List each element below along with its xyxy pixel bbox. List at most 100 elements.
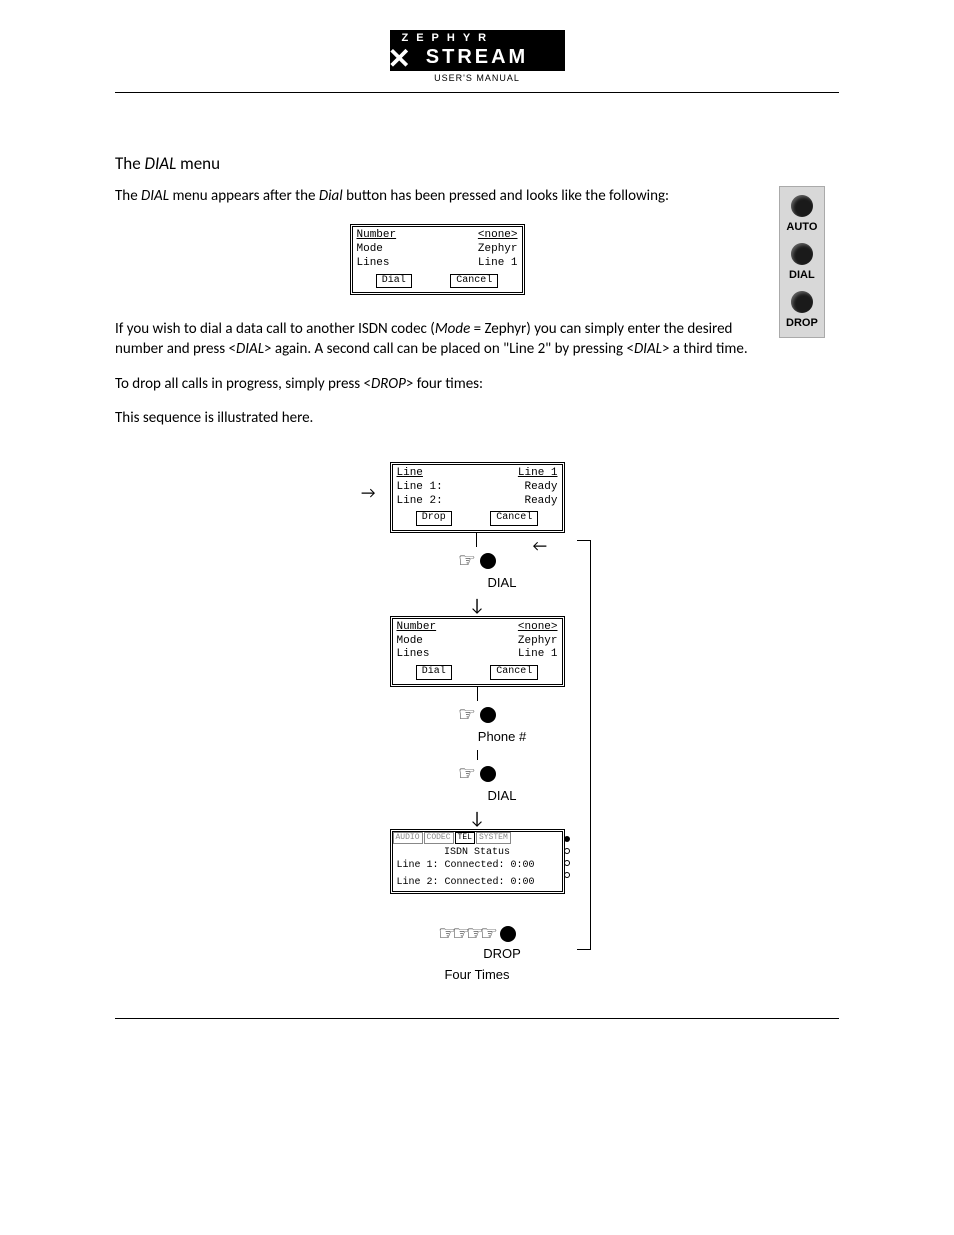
dial-button-icon [791, 243, 813, 265]
lcd-label: Line 1: [397, 860, 439, 871]
lcd-label: Number [397, 621, 437, 635]
dial-screen-figure: Number <none> Mode Zephyr Lines Line 1 Dial… [115, 224, 759, 295]
lcd-dial-screen: Number <none> Mode Zephyr Lines Line 1 Dial… [350, 224, 525, 295]
lcd-status-screen: AUDIO CODEC TEL SYSTEM ISDN Status Line … [390, 829, 565, 894]
drop-label: DROP [786, 317, 818, 329]
logo: ZEPHYR ✕ STREAM USER'S MANUAL [390, 30, 565, 83]
tab-codec[interactable]: CODEC [424, 832, 454, 844]
text-italic: Mode [435, 320, 470, 338]
indicator-dot-icon [564, 860, 570, 866]
section-heading: The DIAL menu [115, 153, 839, 174]
dial-button[interactable]: DIAL [786, 243, 818, 281]
lcd-label: Lines [357, 257, 390, 271]
page-header: ZEPHYR ✕ STREAM USER'S MANUAL [115, 30, 839, 93]
text: If you wish to dial a data call to anoth… [115, 320, 435, 338]
text: menu appears after the [169, 187, 319, 205]
text: The [115, 187, 141, 205]
button-dot-icon [500, 926, 516, 942]
auto-button-icon [791, 195, 813, 217]
lcd-title: ISDN Status [397, 846, 558, 859]
step-label-phone: Phone # [377, 729, 577, 744]
text: > again. A second call can be placed on … [264, 340, 634, 358]
button-dot-icon [480, 766, 496, 782]
footer-rule [115, 1018, 839, 1019]
tab-system[interactable]: SYSTEM [476, 832, 511, 844]
lcd-label: Number [357, 229, 397, 243]
text-italic: Dial [319, 187, 343, 205]
step-label-drop-sub: Four Times [377, 967, 577, 982]
lcd-value: Connected: 0:00 [445, 860, 535, 871]
side-indicators [564, 836, 570, 878]
lcd-label: Line 1: [397, 481, 443, 495]
arrow-down-icon: ↓ [377, 809, 577, 827]
lcd-label: Mode [357, 243, 383, 257]
indicator-dot-icon [564, 872, 570, 878]
lcd-cancel-button[interactable]: Cancel [490, 665, 538, 680]
hand-point-icon: ☞ [458, 705, 476, 725]
lcd-value: Zephyr [518, 635, 558, 649]
step-dial-1: ☞ [377, 551, 577, 571]
step-label-drop: DROP [377, 946, 577, 961]
arrow-right-icon: → [361, 486, 375, 502]
intro-row: The DIAL menu appears after the Dial but… [115, 186, 839, 442]
lcd-line-screen: LineLine 1 Line 1:Ready Line 2:Ready Dro… [390, 462, 565, 533]
button-panel-figure: AUTO DIAL DROP [779, 186, 839, 338]
logo-brand: ✕ STREAM [390, 46, 565, 71]
lcd-value: Line 1 [518, 467, 558, 481]
lcd-value: Zephyr [478, 243, 518, 257]
text: To drop all calls in progress, simply pr… [115, 375, 371, 393]
lcd-value: Connected: 0:00 [445, 877, 535, 888]
lcd-value: Ready [524, 481, 557, 495]
step-label-dial: DIAL [377, 575, 577, 590]
step-phone: ☞ [377, 705, 577, 725]
hand-point-icon: ☞ [480, 924, 498, 944]
text-italic: DIAL [634, 340, 662, 358]
lcd-dial-button[interactable]: Dial [376, 274, 412, 289]
lcd-value: Line 1 [518, 648, 558, 662]
flow-diagram: → LineLine 1 Line 1:Ready Line 2:Ready D… [115, 462, 839, 988]
arrow-left-icon: ← [533, 539, 547, 555]
logo-brand-text: STREAM [426, 46, 528, 68]
text-italic: DIAL [141, 187, 169, 205]
paragraph-4: This sequence is illustrated here. [115, 408, 759, 428]
lcd-value: <none> [518, 621, 558, 635]
lcd-label: Mode [397, 635, 423, 649]
tab-tel[interactable]: TEL [455, 832, 475, 844]
button-dot-icon [480, 553, 496, 569]
lcd-value: <none> [478, 229, 518, 243]
text: > four times: [406, 375, 483, 393]
logo-subtitle: USER'S MANUAL [390, 71, 565, 83]
lcd-value: Line 1 [478, 257, 518, 271]
intro-paragraph: The DIAL menu appears after the Dial but… [115, 186, 759, 206]
hand-point-icon: ☞ [458, 764, 476, 784]
lcd-dial-screen-2: Number <none> Mode Zephyr Lines Line 1 Dial… [390, 616, 565, 687]
lcd-cancel-button[interactable]: Cancel [450, 274, 498, 289]
step-dial-2: ☞ [377, 764, 577, 784]
tab-row: AUDIO CODEC TEL SYSTEM [393, 832, 562, 844]
text: > a third time. [662, 340, 748, 358]
step-label-dial-2: DIAL [377, 788, 577, 803]
tab-audio[interactable]: AUDIO [393, 832, 423, 844]
hand-point-icon: ☞ [458, 551, 476, 571]
lcd-dial-button[interactable]: Dial [416, 665, 452, 680]
lcd-label: Lines [397, 648, 430, 662]
text: button has been pressed and looks like t… [343, 187, 669, 205]
page: ZEPHYR ✕ STREAM USER'S MANUAL The DIAL m… [0, 30, 954, 988]
button-dot-icon [480, 707, 496, 723]
lcd-drop-button[interactable]: Drop [416, 511, 452, 526]
button-panel: AUTO DIAL DROP [779, 186, 825, 338]
lcd-value: Ready [524, 495, 557, 509]
lcd-cancel-button[interactable]: Cancel [490, 511, 538, 526]
arrow-down-icon: ↓ [377, 596, 577, 614]
paragraph-3: To drop all calls in progress, simply pr… [115, 374, 759, 394]
step-drop: ☞ ☞ ☞ ☞ [377, 924, 577, 944]
lcd-label: Line [397, 467, 423, 481]
auto-label: AUTO [786, 221, 818, 233]
indicator-dot-icon [564, 848, 570, 854]
auto-button[interactable]: AUTO [786, 195, 818, 233]
logo-letters: ZEPHYR [390, 30, 565, 46]
text-italic: DROP [371, 375, 406, 393]
dial-label: DIAL [786, 269, 818, 281]
text-italic: DIAL [236, 340, 264, 358]
drop-button[interactable]: DROP [786, 291, 818, 329]
